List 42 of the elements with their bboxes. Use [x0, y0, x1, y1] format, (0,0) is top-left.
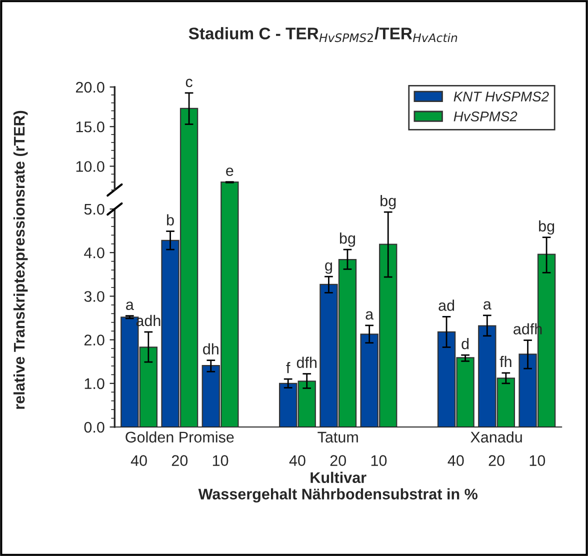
y-tick-label: 0.0: [84, 422, 104, 433]
data-label: dh: [203, 343, 218, 354]
data-label: c: [186, 78, 192, 88]
x-tick-label: 40: [130, 455, 147, 466]
data-label: bg: [539, 220, 554, 235]
data-label: f: [286, 362, 290, 374]
x-tick-label: 40: [448, 455, 464, 466]
data-label: a: [126, 302, 134, 310]
x-tick-label: 20: [330, 455, 346, 466]
chart-title: Stadium C - TER$_{HvSPMS2}$/TER$_{HvActin}$: [188, 27, 458, 42]
data-label: a: [366, 311, 374, 320]
y-tick-label: 10.0: [76, 161, 104, 172]
y-tick-label: 15.0: [76, 121, 104, 132]
y-tick-label: 3.0: [84, 291, 104, 302]
data-label: d: [462, 338, 469, 350]
text: Tatum: [318, 432, 358, 443]
y-tick-label: 2.0: [84, 334, 104, 346]
y-axis-title: relative Transkriptexpressionsrate (rTER): [13, 110, 28, 409]
legend-label: KNT HvSPMS2: [454, 92, 549, 102]
data-label: bg: [380, 195, 396, 210]
y-tick-label: 5.0: [84, 204, 104, 215]
x-tick-label: 10: [530, 455, 546, 466]
x-tick-label: 20: [172, 455, 188, 466]
data-label: g: [325, 262, 332, 274]
y-tick-label: 1.0: [84, 378, 104, 390]
x-tick-label: 20: [488, 455, 504, 466]
text: Xanadu: [470, 431, 522, 443]
data-label: bg: [340, 232, 355, 247]
x-axis-title: Kultivar Wassergehalt Nährbodensubstrat in %: [198, 472, 478, 503]
y-tick-label: 20.0: [76, 82, 104, 93]
data-label: dfh: [296, 356, 316, 368]
text: Golden Promise: [126, 431, 234, 443]
x-tick-label: 40: [289, 455, 306, 466]
x-tick-label: 10: [371, 455, 387, 466]
y-tick-label: 4.0: [84, 247, 104, 258]
data-label: fh: [500, 356, 512, 367]
data-label: e: [226, 168, 234, 176]
legend-label: HvSPMS2: [454, 112, 518, 122]
x-tick-label: 10: [212, 455, 228, 466]
data-label: a: [484, 301, 492, 310]
data-label: b: [167, 214, 174, 226]
data-label: ad: [438, 300, 454, 311]
